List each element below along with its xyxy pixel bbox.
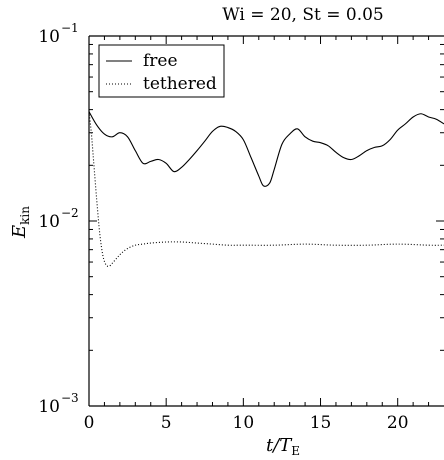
x-axis-label-subscript: E bbox=[291, 444, 300, 458]
y-axis-label-var: E bbox=[9, 225, 30, 239]
x-tick-label: 15 bbox=[310, 413, 332, 433]
legend-tethered-label: tethered bbox=[143, 74, 217, 94]
x-axis-label-var: t/T bbox=[266, 435, 293, 456]
legend-free-label: free bbox=[143, 51, 178, 71]
y-tick-label: 10 bbox=[38, 27, 60, 47]
x-axis-label: t/TE bbox=[266, 435, 300, 458]
y-axis-label-subscript: kin bbox=[18, 206, 32, 225]
legend: free tethered bbox=[98, 44, 225, 98]
x-tick-label: 10 bbox=[233, 413, 255, 433]
y-ticks: 10−310−210−1 bbox=[38, 21, 444, 417]
x-ticks: 0 5 10 15 20 bbox=[84, 36, 430, 433]
x-tick-label: 5 bbox=[161, 413, 172, 433]
legend-box bbox=[98, 44, 225, 98]
y-tick-label: 10 bbox=[38, 212, 60, 232]
y-tick-label: 10 bbox=[38, 397, 60, 417]
x-tick-label: 0 bbox=[84, 413, 95, 433]
y-axis-label: Ekin bbox=[9, 206, 32, 239]
x-tick-label: 20 bbox=[387, 413, 409, 433]
y-tick-exponent: −2 bbox=[61, 206, 79, 220]
series-line-free bbox=[88, 111, 444, 187]
y-tick-exponent: −1 bbox=[61, 21, 79, 35]
chart-title: Wi = 20, St = 0.05 bbox=[222, 5, 383, 25]
y-tick-exponent: −3 bbox=[61, 391, 79, 405]
series-line-tethered bbox=[88, 111, 444, 267]
series-layer bbox=[88, 111, 444, 267]
